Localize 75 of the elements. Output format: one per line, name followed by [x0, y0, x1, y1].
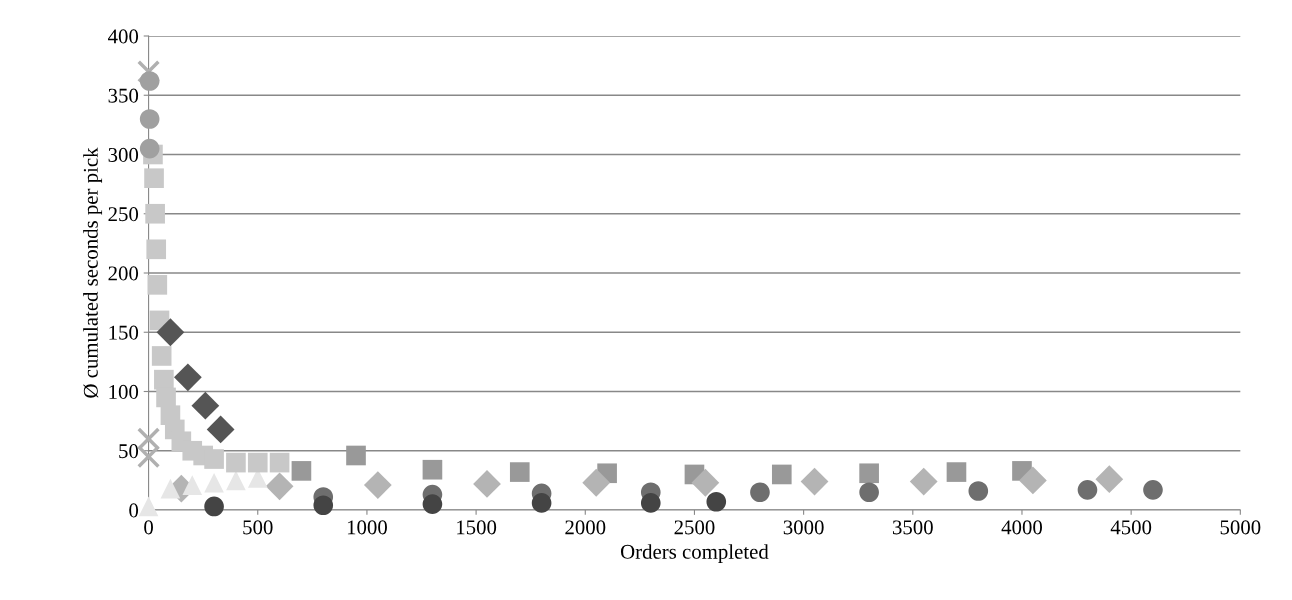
point: [138, 496, 159, 517]
point: [706, 491, 727, 512]
point: [582, 468, 611, 497]
point: [139, 109, 160, 129]
y-axis-title: Ø cumulated seconds per pick: [83, 147, 103, 398]
x-tick-label: 3500: [892, 520, 933, 535]
point: [191, 391, 220, 420]
point: [146, 239, 167, 260]
y-tick-label: 400: [108, 29, 139, 44]
point: [1095, 465, 1124, 494]
point: [291, 461, 312, 481]
point: [247, 452, 268, 473]
point: [346, 445, 366, 466]
point: [137, 427, 161, 451]
point: [691, 468, 720, 497]
point: [509, 462, 530, 482]
x-tick-label: 1500: [457, 520, 497, 535]
y-tick-label: 150: [109, 325, 139, 340]
point: [859, 482, 879, 503]
point: [640, 493, 661, 513]
point: [156, 318, 185, 347]
x-tick-label: 0: [144, 520, 153, 535]
y-tick-label: 300: [108, 147, 139, 162]
x-tick-label: 1000: [347, 520, 387, 535]
point: [156, 387, 176, 408]
point: [204, 496, 224, 517]
point: [750, 482, 770, 503]
point: [1019, 466, 1047, 495]
point: [137, 445, 161, 469]
x-tick-label: 5000: [1220, 520, 1261, 535]
point: [269, 452, 290, 473]
x-tick-label: 2000: [565, 520, 606, 535]
point: [151, 346, 172, 366]
point: [473, 470, 501, 498]
point: [946, 462, 967, 482]
point: [422, 494, 443, 514]
y-tick-label: 50: [119, 444, 139, 459]
point: [1143, 480, 1163, 500]
point: [144, 168, 164, 189]
point: [968, 481, 989, 501]
point: [204, 449, 224, 469]
point: [859, 463, 879, 484]
x-tick-label: 2500: [674, 520, 715, 535]
x-tick-label: 3000: [783, 520, 824, 535]
point: [154, 369, 174, 390]
point: [1077, 480, 1098, 500]
point: [204, 472, 224, 493]
point: [206, 415, 235, 444]
point: [139, 71, 160, 91]
point: [139, 138, 160, 159]
x-tick-label: 4500: [1110, 520, 1152, 535]
point: [226, 452, 246, 473]
point: [909, 467, 938, 496]
y-tick-label: 100: [109, 384, 139, 399]
point: [363, 471, 392, 499]
point: [422, 459, 443, 480]
point: [771, 464, 792, 485]
point: [160, 478, 181, 499]
x-tick-label: 500: [243, 520, 273, 535]
point: [173, 363, 202, 392]
point: [147, 275, 168, 295]
x-tick-label: 4000: [1001, 520, 1043, 535]
y-tick-label: 0: [129, 503, 139, 518]
point: [182, 475, 203, 495]
point: [265, 472, 294, 501]
point: [226, 470, 246, 491]
x-axis-title: Orders completed: [620, 544, 769, 564]
point: [531, 493, 552, 513]
y-tick-label: 250: [108, 207, 139, 222]
point: [313, 495, 334, 516]
y-tick-label: 350: [108, 88, 139, 103]
point: [800, 467, 829, 496]
y-tick-label: 200: [108, 266, 139, 281]
point: [137, 59, 161, 84]
point: [145, 203, 165, 224]
